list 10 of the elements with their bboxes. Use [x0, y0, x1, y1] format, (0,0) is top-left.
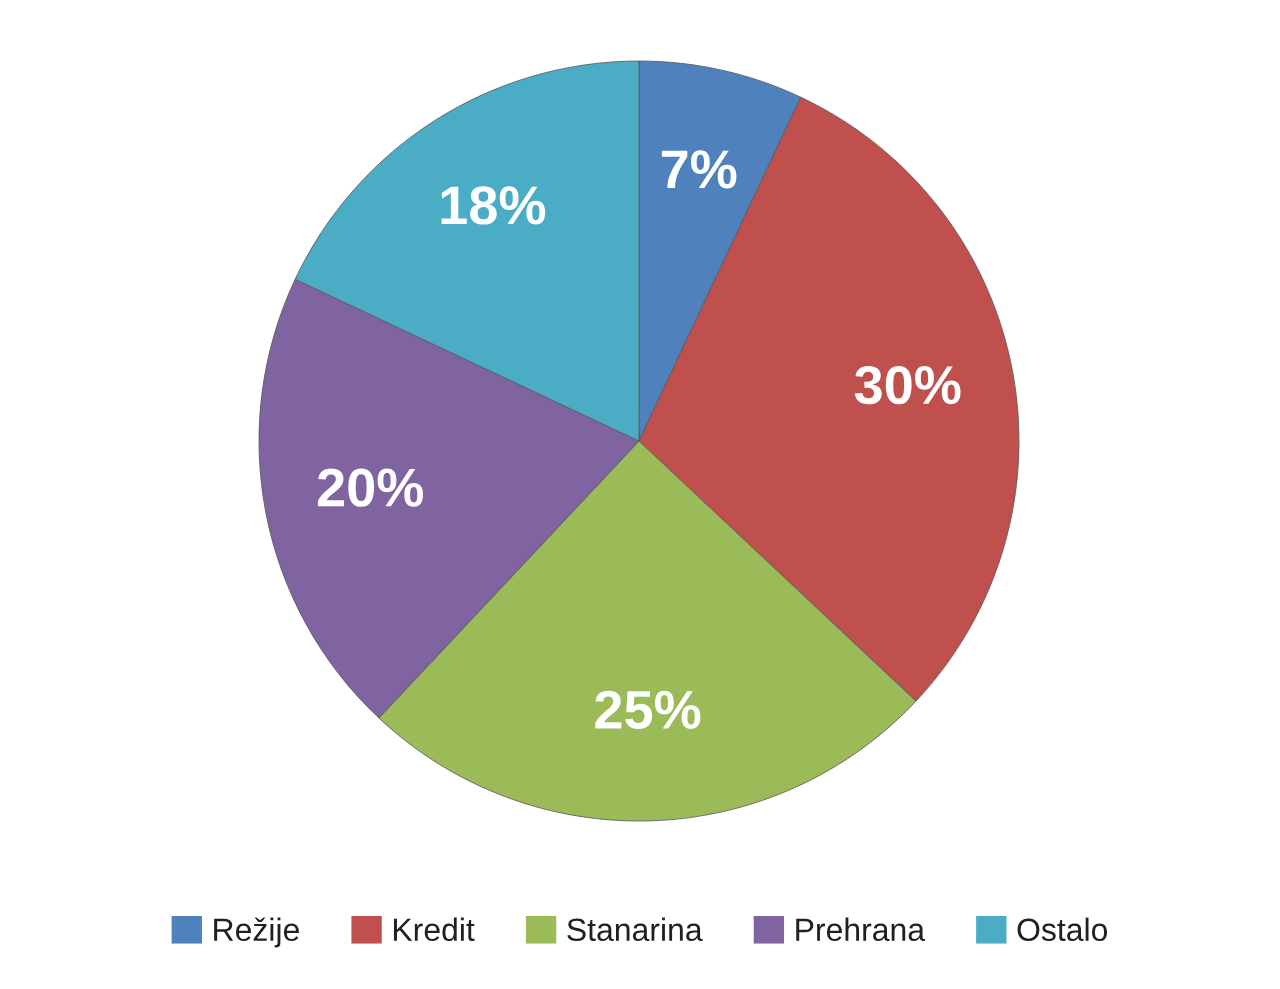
data-label: 7%: [661, 150, 737, 189]
legend-label: Stanarina: [567, 917, 703, 942]
legend-label: Prehrana: [796, 917, 926, 942]
data-label: 18%: [441, 186, 546, 225]
data-label: 25%: [595, 690, 701, 730]
data-label: 20%: [317, 468, 424, 507]
legend-label: Kredit: [393, 917, 475, 942]
data-label: 30%: [854, 365, 961, 405]
legend-label: Ostalo: [1017, 917, 1108, 942]
legend-label: Režije: [214, 917, 299, 948]
